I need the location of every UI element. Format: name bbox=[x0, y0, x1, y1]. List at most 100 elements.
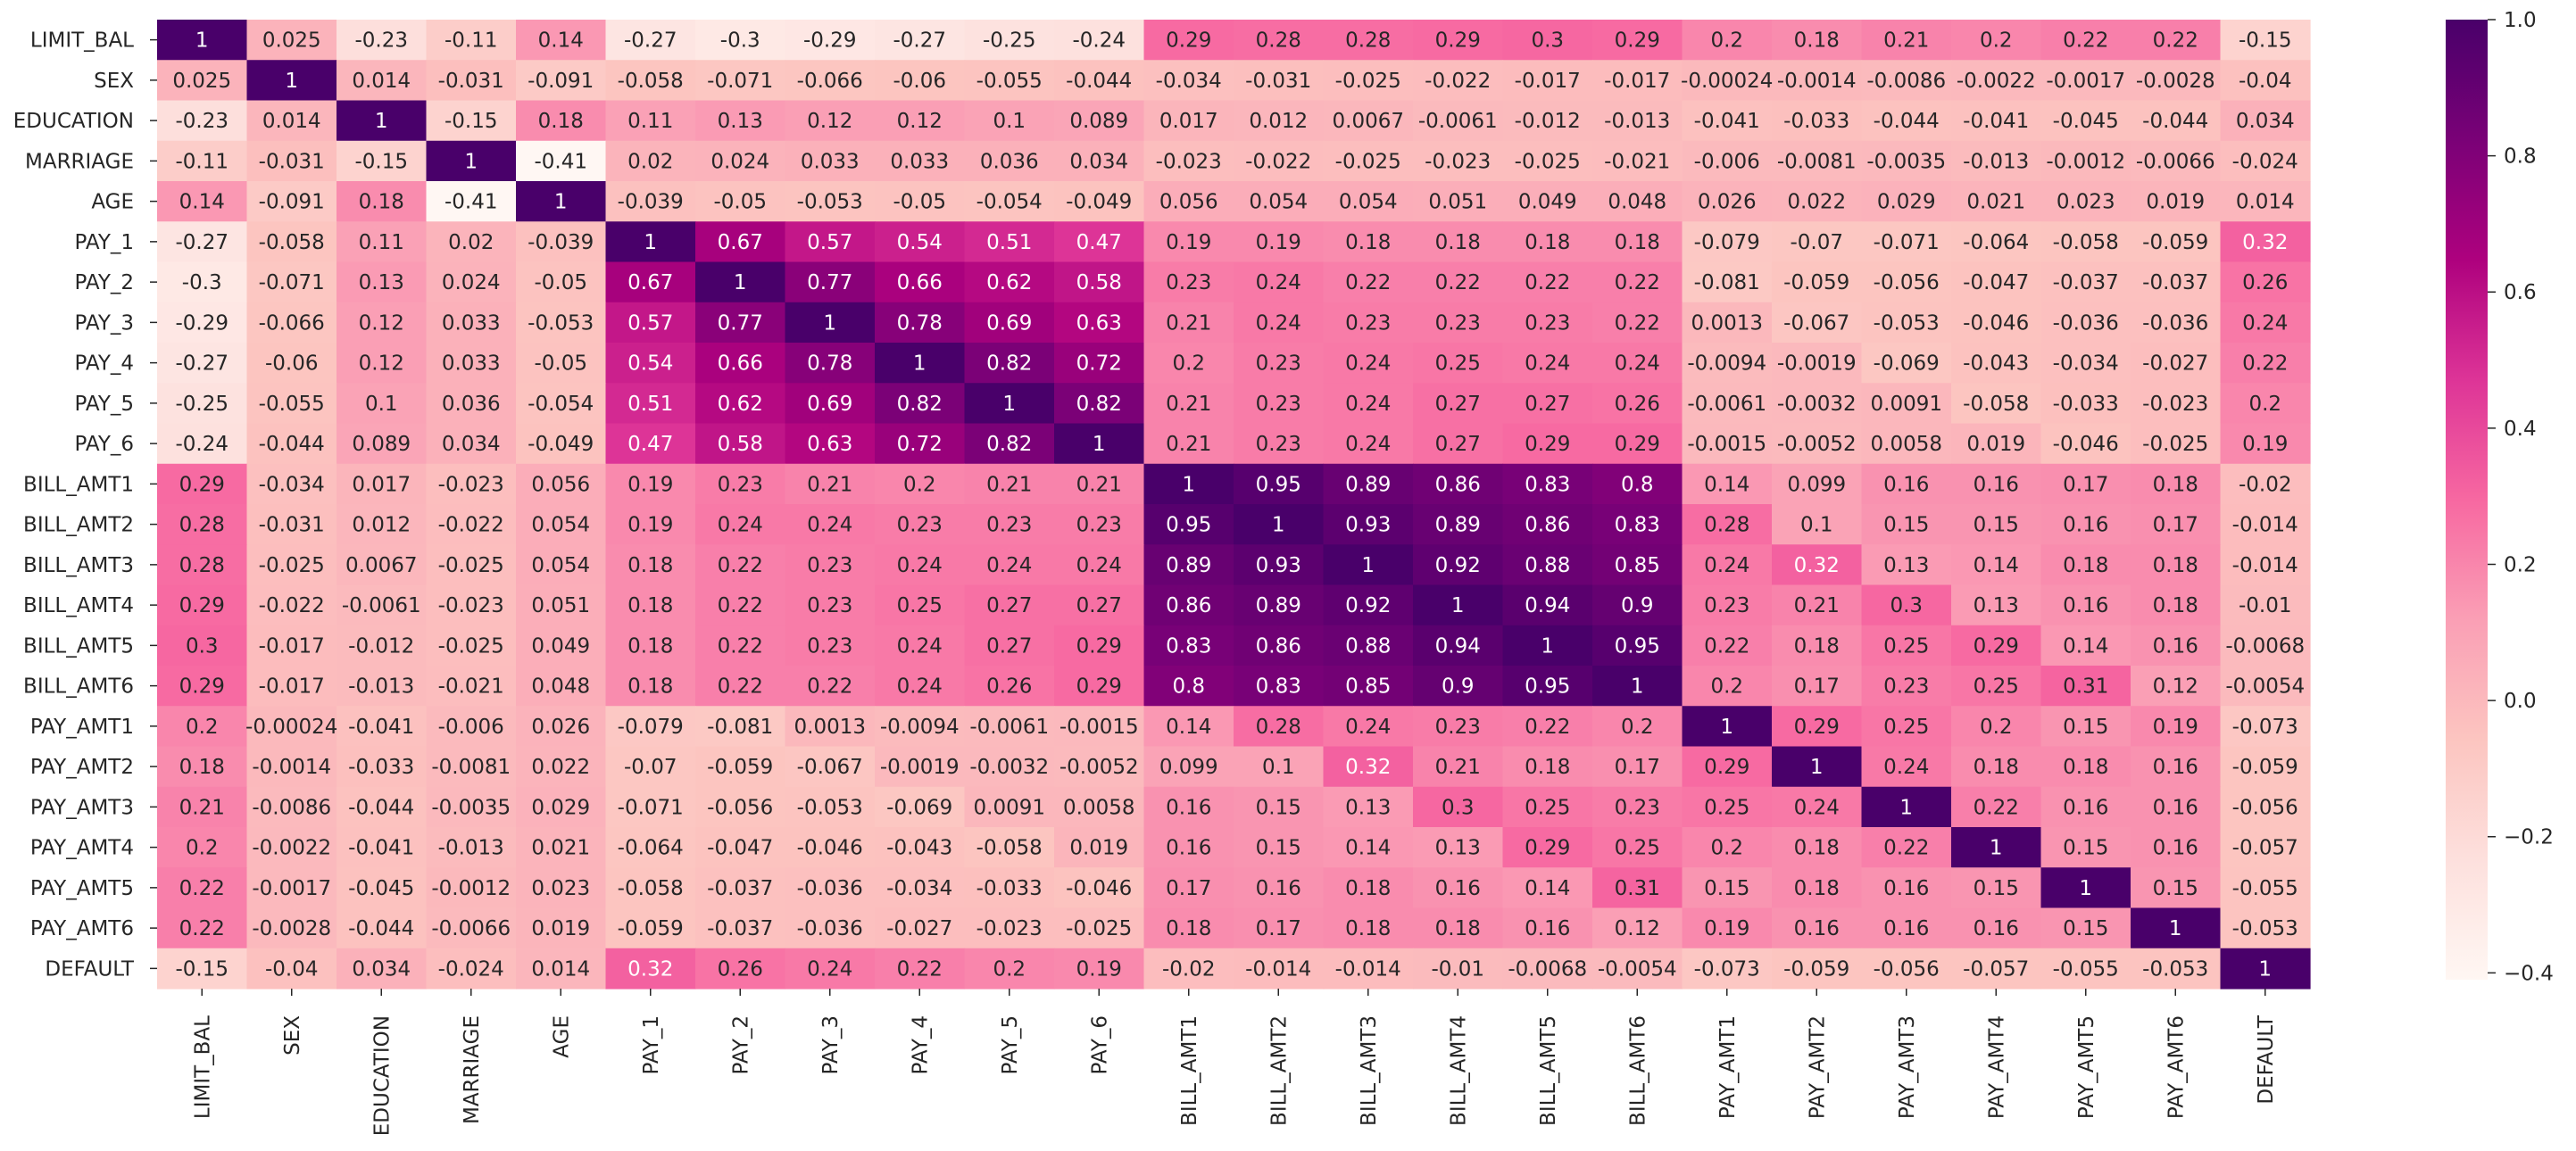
heatmap-cell-value: 0.019 bbox=[2146, 191, 2205, 214]
heatmap-cell-bill_amt2-bill_amt2 bbox=[1234, 504, 1325, 545]
heatmap-cell-value: 0.16 bbox=[1166, 796, 1211, 819]
heatmap-cell-value: -0.053 bbox=[1874, 311, 1940, 335]
heatmap-cell-value: -0.039 bbox=[528, 231, 594, 254]
heatmap-cell-pay_4-pay_amt3 bbox=[1861, 343, 1952, 384]
heatmap-cell-pay_3-bill_amt1 bbox=[1143, 302, 1234, 344]
heatmap-cell-bill_amt3-pay_3 bbox=[785, 544, 876, 586]
heatmap-cell-value: -0.023 bbox=[438, 594, 504, 617]
heatmap-cell-marriage-pay_6 bbox=[1054, 140, 1145, 182]
heatmap-cell-pay_4-marriage bbox=[426, 343, 517, 384]
heatmap-cell-value: -0.071 bbox=[1874, 231, 1940, 254]
heatmap-cell-limit_bal-pay_5 bbox=[964, 20, 1055, 61]
heatmap-cell-bill_amt3-pay_amt5 bbox=[2040, 544, 2131, 586]
heatmap-cell-bill_amt1-bill_amt1 bbox=[1143, 463, 1234, 505]
heatmap-cell-value: 0.93 bbox=[1256, 554, 1301, 577]
heatmap-cell-default-bill_amt4 bbox=[1413, 948, 1504, 990]
heatmap-cell-value: 0.16 bbox=[2153, 634, 2198, 658]
heatmap-cell-value: -0.041 bbox=[1963, 110, 2029, 133]
heatmap-cell-bill_amt4-bill_amt3 bbox=[1323, 584, 1414, 626]
heatmap-cell-value: 0.95 bbox=[1615, 634, 1660, 658]
heatmap-cell-pay_amt4-pay_3 bbox=[785, 827, 876, 868]
heatmap-cell-marriage-sex bbox=[246, 140, 337, 182]
heatmap-cell-value: 0.22 bbox=[2153, 29, 2198, 53]
heatmap-cell-bill_amt2-default bbox=[2220, 504, 2311, 545]
heatmap-cell-pay_amt2-bill_amt3 bbox=[1323, 746, 1414, 788]
heatmap-cell-default-pay_2 bbox=[695, 948, 786, 990]
heatmap-cell-value: 0.27 bbox=[1076, 594, 1122, 617]
heatmap-cell-pay_4-bill_amt3 bbox=[1323, 343, 1414, 384]
heatmap-cell-value: 0.51 bbox=[986, 231, 1032, 254]
heatmap-cell-value: -0.02 bbox=[1162, 957, 1216, 981]
heatmap-cell-value: 0.036 bbox=[442, 393, 501, 416]
heatmap-cell-value: 0.15 bbox=[1704, 877, 1749, 900]
heatmap-cell-value: 0.2 bbox=[186, 837, 219, 860]
heatmap-cell-value: 0.47 bbox=[1076, 231, 1122, 254]
heatmap-cell-education-pay_amt4 bbox=[1951, 100, 2042, 142]
heatmap-cell-value: 0.13 bbox=[1345, 796, 1391, 819]
heatmap-cell-value: -0.25 bbox=[983, 29, 1036, 53]
heatmap-cell-pay_amt4-pay_amt3 bbox=[1861, 827, 1952, 868]
heatmap-cell-pay_amt6-default bbox=[2220, 907, 2311, 949]
heatmap-cell-education-bill_amt1 bbox=[1143, 100, 1234, 142]
heatmap-cell-pay_5-pay_amt5 bbox=[2040, 383, 2131, 425]
heatmap-cell-pay_amt4-pay_amt2 bbox=[1772, 827, 1863, 868]
heatmap-cell-value: 0.29 bbox=[179, 473, 225, 496]
heatmap-cell-value: -0.0022 bbox=[252, 837, 331, 860]
heatmap-cell-pay_4-pay_amt2 bbox=[1772, 343, 1863, 384]
heatmap-cell-sex-bill_amt6 bbox=[1592, 60, 1683, 102]
heatmap-cell-value: 0.95 bbox=[1166, 514, 1211, 537]
heatmap-cell-pay_amt5-bill_amt2 bbox=[1234, 867, 1325, 909]
heatmap-cell-bill_amt4-bill_amt2 bbox=[1234, 584, 1325, 626]
heatmap-cell-pay_3-bill_amt4 bbox=[1413, 302, 1504, 344]
heatmap-cell-bill_amt3-pay_4 bbox=[875, 544, 966, 586]
heatmap-cell-value: 0.23 bbox=[1076, 514, 1122, 537]
x-tick-label: BILL_AMT3 bbox=[1358, 1015, 1381, 1126]
heatmap-cell-pay_6-limit_bal bbox=[157, 423, 248, 465]
heatmap-cell-bill_amt4-pay_amt1 bbox=[1682, 584, 1773, 626]
heatmap-cell-value: 0.17 bbox=[1256, 917, 1301, 940]
heatmap-cell-pay_5-sex bbox=[246, 383, 337, 425]
heatmap-cell-value: 0.29 bbox=[1615, 29, 1660, 53]
heatmap-cell-value: 1 bbox=[1182, 473, 1195, 496]
heatmap-cell-value: 0.29 bbox=[1076, 634, 1122, 658]
heatmap-cell-sex-pay_5 bbox=[964, 60, 1055, 102]
heatmap-cell-value: 0.23 bbox=[1256, 393, 1301, 416]
heatmap-cell-value: -0.025 bbox=[1515, 150, 1581, 173]
heatmap-cell-bill_amt2-marriage bbox=[426, 504, 517, 545]
heatmap-cell-value: 0.86 bbox=[1525, 514, 1570, 537]
heatmap-cell-value: 0.029 bbox=[1877, 191, 1936, 214]
heatmap-cell-value: -0.23 bbox=[354, 29, 408, 53]
heatmap-cell-pay_1-pay_amt3 bbox=[1861, 221, 1952, 263]
heatmap-cell-bill_amt3-pay_amt6 bbox=[2131, 544, 2222, 586]
heatmap-annotations: 1 0.025 -0.23 -0.11 0.14 -0.27 -0.3 -0.29 -0.27 -… bbox=[172, 29, 2305, 981]
heatmap-cell-value: 1 bbox=[1541, 634, 1554, 658]
heatmap-cell-pay_6-pay_4 bbox=[875, 423, 966, 465]
heatmap-cell-bill_amt2-pay_5 bbox=[964, 504, 1055, 545]
heatmap-cell-value: 0.16 bbox=[2153, 837, 2198, 860]
heatmap-cell-pay_4-limit_bal bbox=[157, 343, 248, 384]
heatmap-cell-value: 0.9 bbox=[1621, 594, 1654, 617]
heatmap-cell-value: -0.0061 bbox=[969, 716, 1049, 739]
heatmap-cell-bill_amt1-bill_amt6 bbox=[1592, 463, 1683, 505]
heatmap-cell-pay_4-pay_6 bbox=[1054, 343, 1145, 384]
heatmap-cell-bill_amt5-bill_amt3 bbox=[1323, 625, 1414, 667]
x-tick-label: PAY_6 bbox=[1088, 1015, 1111, 1075]
heatmap-cell-value: -0.041 bbox=[1694, 110, 1760, 133]
heatmap-cell-bill_amt2-bill_amt3 bbox=[1323, 504, 1414, 545]
heatmap-cell-value: -0.022 bbox=[1245, 150, 1311, 173]
heatmap-cell-value: -0.07 bbox=[624, 756, 677, 779]
heatmap-cell-default-bill_amt5 bbox=[1502, 948, 1593, 990]
heatmap-cell-value: -0.044 bbox=[348, 917, 414, 940]
heatmap-cell-value: 0.22 bbox=[718, 675, 763, 699]
heatmap-cell-pay_amt2-bill_amt6 bbox=[1592, 746, 1683, 788]
heatmap-cell-value: 1 bbox=[1720, 716, 1733, 739]
heatmap-cell-value: 0.017 bbox=[1159, 110, 1218, 133]
y-tick-label: BILL_AMT4 bbox=[23, 594, 134, 617]
heatmap-cell-value: -0.055 bbox=[259, 393, 325, 416]
heatmap-cell-value: -0.025 bbox=[1335, 150, 1401, 173]
heatmap-cell-pay_amt4-bill_amt5 bbox=[1502, 827, 1593, 868]
heatmap-cell-pay_4-default bbox=[2220, 343, 2311, 384]
heatmap-cell-value: 0.21 bbox=[179, 796, 225, 819]
heatmap-cell-value: 0.18 bbox=[2153, 554, 2198, 577]
heatmap-cell-pay_amt2-pay_amt6 bbox=[2131, 746, 2222, 788]
